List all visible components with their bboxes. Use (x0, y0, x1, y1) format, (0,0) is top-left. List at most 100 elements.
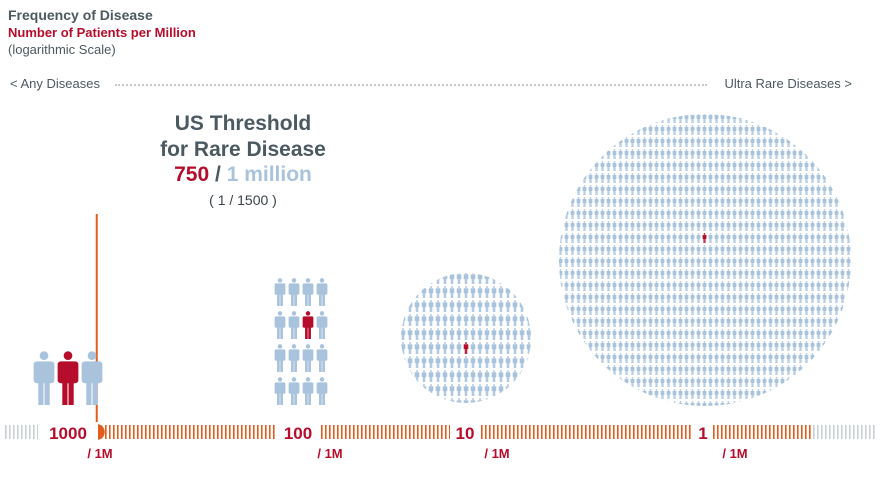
person-icon (750, 317, 755, 327)
person-icon (822, 389, 827, 399)
person-icon (570, 209, 575, 219)
person-icon (559, 197, 563, 207)
person-icon (750, 353, 755, 363)
person-icon (678, 221, 683, 231)
person-icon (780, 389, 785, 399)
person-icon (684, 149, 689, 159)
person-icon (708, 341, 713, 351)
person-icon (588, 137, 593, 147)
person-icon (768, 149, 773, 159)
person-icon (804, 317, 809, 327)
person-icon (726, 269, 731, 279)
person-icon (816, 317, 821, 327)
person-icon (798, 185, 803, 195)
person-icon (442, 398, 448, 403)
axis-tick (205, 425, 207, 439)
person-icon (642, 173, 647, 183)
person-icon (690, 161, 695, 171)
person-icon (810, 329, 815, 339)
person-icon (726, 389, 731, 399)
person-icon (666, 329, 671, 339)
axis-tick (381, 425, 383, 439)
person-icon (612, 209, 617, 219)
axis-tick (389, 425, 391, 439)
person-icon (684, 245, 689, 255)
person-icon (642, 209, 647, 219)
person-icon (642, 329, 647, 339)
person-icon (442, 356, 448, 368)
axis-tick (237, 425, 239, 439)
person-icon (780, 317, 785, 327)
person-icon (630, 377, 635, 387)
person-icon (714, 197, 719, 207)
person-icon (421, 273, 427, 284)
person-icon (762, 365, 767, 375)
person-icon (618, 401, 623, 406)
person-icon (678, 329, 683, 339)
person-icon (726, 137, 731, 147)
person-icon (738, 114, 743, 123)
person-icon (714, 245, 719, 255)
person-icon (684, 341, 689, 351)
person-icon (684, 209, 689, 219)
person-icon (654, 329, 659, 339)
person-icon (498, 356, 504, 368)
axis-tick (425, 425, 427, 439)
person-icon (672, 341, 677, 351)
person-icon (744, 329, 749, 339)
person-icon (491, 356, 497, 368)
person-icon (696, 293, 701, 303)
person-icon (612, 161, 617, 171)
person-icon (768, 281, 773, 291)
person-icon (588, 341, 593, 351)
person-icon (666, 233, 671, 243)
person-icon (600, 305, 605, 315)
person-icon (762, 305, 767, 315)
person-icon (816, 173, 821, 183)
person-icon (720, 245, 725, 255)
person-icon (762, 389, 767, 399)
person-icon (600, 401, 605, 406)
person-icon (834, 377, 839, 387)
person-icon (696, 245, 701, 255)
person-icon (582, 389, 587, 399)
person-icon (696, 305, 701, 315)
person-icon (456, 328, 462, 340)
person-icon (696, 389, 701, 399)
person-icon (660, 353, 665, 363)
person-icon (702, 317, 707, 327)
person-icon (708, 377, 713, 387)
person-icon (708, 137, 713, 147)
axis-tick (677, 425, 679, 439)
person-icon (702, 293, 707, 303)
person-icon (582, 269, 587, 279)
person-icon (744, 281, 749, 291)
person-icon (762, 329, 767, 339)
person-icon (519, 342, 525, 354)
person-icon (624, 173, 629, 183)
person-icon (606, 269, 611, 279)
axis-tick (669, 425, 671, 439)
person-icon (738, 197, 743, 207)
person-icon (732, 149, 737, 159)
axis-tick (505, 425, 507, 439)
axis-tick (393, 425, 395, 439)
person-icon (720, 149, 725, 159)
person-icon (738, 185, 743, 195)
person-icon (600, 137, 605, 147)
person-icon (804, 365, 809, 375)
axis-tick (105, 425, 107, 439)
person-icon (642, 353, 647, 363)
axis-tick (229, 425, 231, 439)
person-icon (534, 398, 539, 410)
person-icon (526, 273, 531, 284)
axis-tick (617, 425, 619, 439)
person-icon (274, 344, 286, 372)
person-icon (564, 257, 569, 267)
person-icon (477, 314, 483, 326)
person-icon (588, 389, 593, 399)
person-icon (690, 269, 695, 279)
person-icon (449, 300, 455, 312)
person-icon (714, 365, 719, 375)
person-icon (744, 257, 749, 267)
